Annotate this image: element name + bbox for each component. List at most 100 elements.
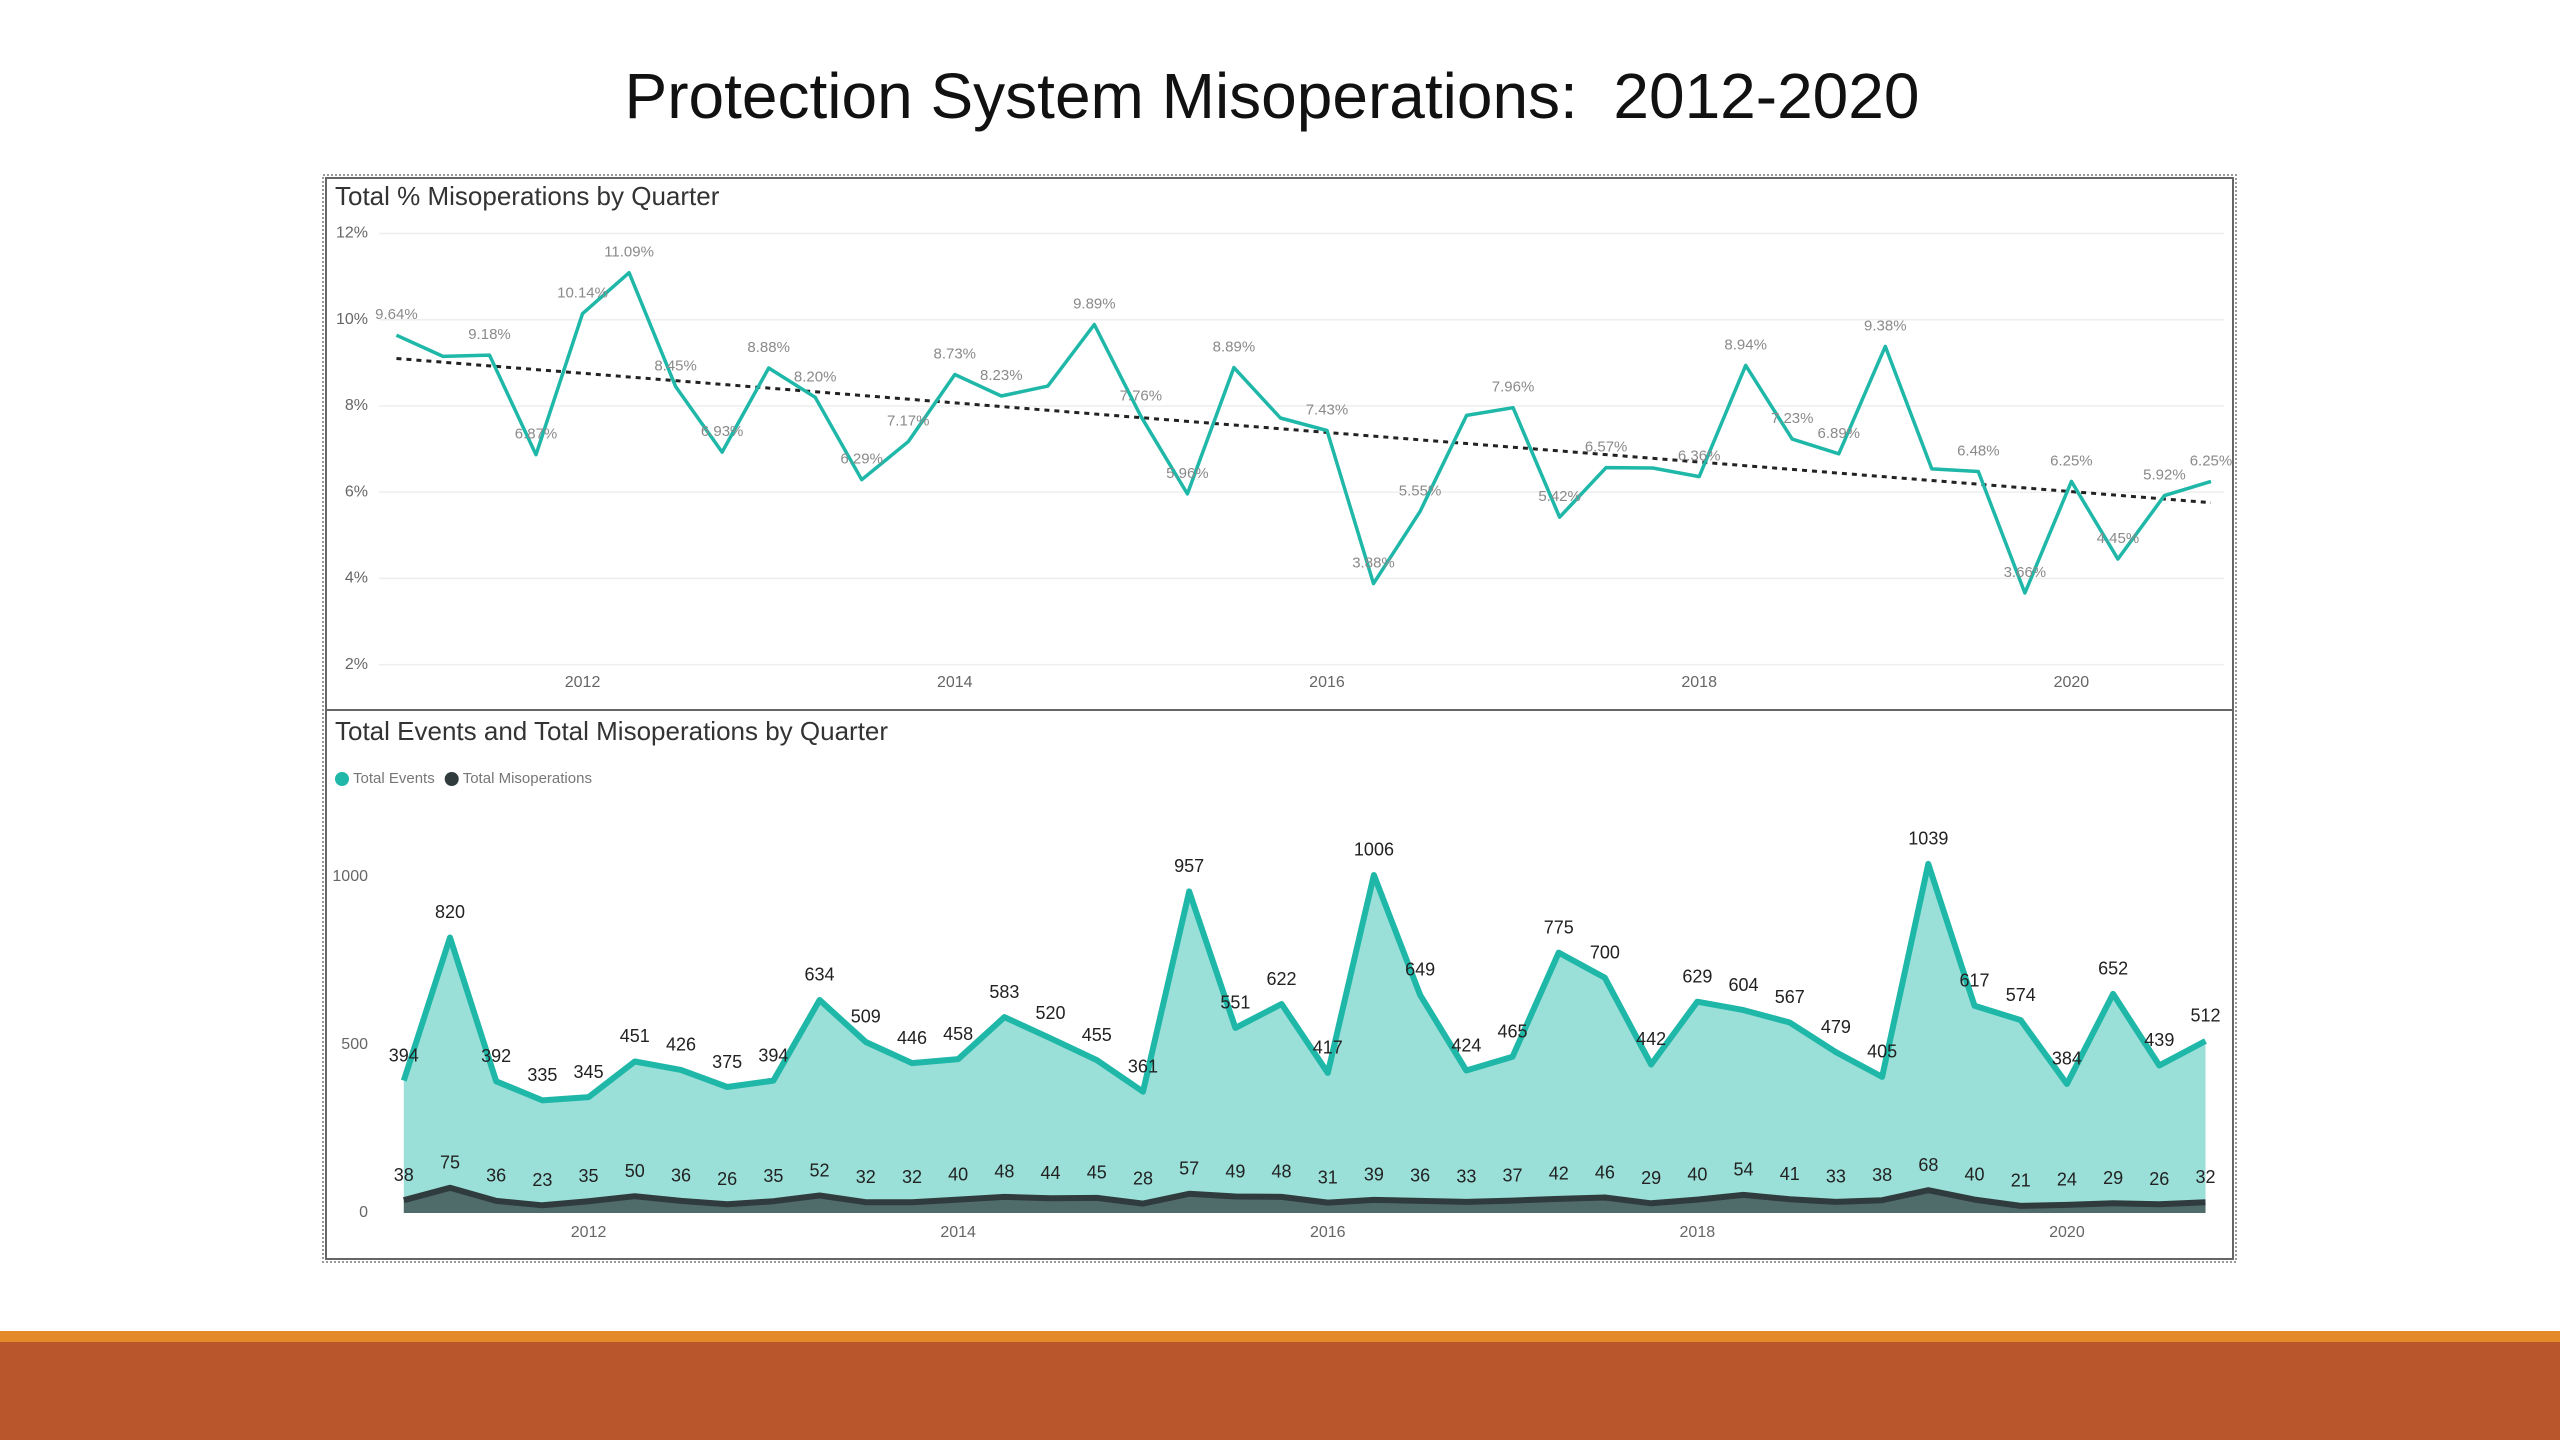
data-label: 5.96%	[1166, 465, 1209, 482]
legend-marker	[335, 772, 349, 786]
data-label: 57	[1179, 1159, 1199, 1179]
data-label: 700	[1590, 943, 1620, 963]
data-label: 551	[1220, 993, 1250, 1013]
data-label: 6.87%	[515, 426, 558, 443]
data-label: 48	[994, 1162, 1014, 1182]
data-label: 32	[902, 1167, 922, 1187]
data-label: 26	[717, 1169, 737, 1189]
data-label: 9.18%	[468, 326, 511, 343]
data-label: 28	[1133, 1168, 1153, 1188]
data-label: 458	[943, 1024, 973, 1044]
data-line	[400, 860, 2207, 1104]
y-tick-label: 12%	[336, 225, 368, 242]
data-label: 6.93%	[701, 423, 744, 440]
data-label: 36	[671, 1166, 691, 1186]
data-label: 35	[763, 1166, 783, 1186]
data-label: 38	[1872, 1165, 1892, 1185]
data-label: 50	[625, 1161, 645, 1181]
data-label: 629	[1682, 966, 1712, 986]
data-label: 6.57%	[1585, 439, 1628, 456]
data-label: 32	[856, 1167, 876, 1187]
y-tick-label: 6%	[345, 483, 368, 500]
data-label: 23	[532, 1170, 552, 1190]
legend-label: Total Misoperations	[463, 770, 592, 787]
data-label: 652	[2098, 959, 2128, 979]
data-label: 384	[2052, 1049, 2082, 1069]
data-label: 361	[1128, 1056, 1158, 1076]
data-label: 5.92%	[2143, 467, 2186, 484]
data-label: 439	[2144, 1030, 2174, 1050]
x-tick-label: 2014	[940, 1224, 976, 1241]
data-label: 520	[1036, 1003, 1066, 1023]
data-label: 394	[389, 1045, 419, 1065]
data-label: 6.36%	[1678, 448, 1721, 465]
x-tick-label: 2014	[937, 674, 973, 691]
data-label: 8.94%	[1724, 336, 1767, 353]
data-label: 574	[2006, 985, 2036, 1005]
data-label: 7.17%	[887, 413, 930, 430]
data-label: 37	[1503, 1165, 1523, 1185]
data-label: 39	[1364, 1165, 1384, 1185]
data-label: 9.38%	[1864, 317, 1907, 334]
data-label: 634	[805, 965, 835, 985]
data-label: 44	[1041, 1163, 1061, 1183]
data-label: 417	[1313, 1038, 1343, 1058]
data-label: 567	[1775, 987, 1805, 1007]
x-tick-label: 2018	[1681, 674, 1717, 691]
data-label: 6.29%	[840, 451, 883, 468]
legend-label: Total Events	[353, 770, 435, 787]
y-tick-label: 1000	[332, 868, 368, 885]
data-label: 622	[1267, 969, 1297, 989]
data-label: 451	[620, 1026, 650, 1046]
panel	[325, 177, 2234, 711]
x-tick-label: 2012	[571, 1224, 607, 1241]
data-label: 426	[666, 1035, 696, 1055]
data-label: 36	[486, 1166, 506, 1186]
data-label: 75	[440, 1153, 460, 1173]
dashboard-frame	[322, 174, 2237, 1263]
x-tick-label: 2016	[1310, 1224, 1346, 1241]
data-label: 442	[1636, 1029, 1666, 1049]
y-tick-label: 4%	[345, 570, 368, 587]
data-label: 9.89%	[1073, 295, 1116, 312]
slide-title: Protection System Misoperations: 2012-20…	[625, 60, 1920, 132]
y-tick-label: 500	[341, 1036, 368, 1053]
legend-marker	[444, 772, 459, 786]
data-label: 604	[1729, 975, 1759, 995]
data-label: 45	[1087, 1163, 1107, 1183]
data-label: 40	[948, 1164, 968, 1184]
x-tick-label: 2018	[1680, 1224, 1716, 1241]
data-label: 8.23%	[980, 367, 1023, 384]
panel	[325, 709, 2234, 1260]
data-label: 424	[1451, 1035, 1481, 1055]
data-label: 33	[1826, 1167, 1846, 1187]
data-label: 38	[394, 1165, 414, 1185]
data-label: 5.55%	[1399, 483, 1442, 500]
data-label: 52	[810, 1160, 830, 1180]
data-label: 617	[1960, 970, 1990, 990]
data-label: 6.89%	[1817, 425, 1860, 442]
data-label: 3.66%	[2004, 564, 2047, 581]
data-label: 9.64%	[375, 306, 418, 323]
y-tick-label: 2%	[345, 656, 368, 673]
data-label: 40	[1687, 1164, 1707, 1184]
data-label: 394	[758, 1045, 788, 1065]
data-label: 6.25%	[2050, 452, 2093, 469]
data-label: 46	[1595, 1162, 1615, 1182]
data-label: 24	[2057, 1170, 2077, 1190]
data-label: 31	[1318, 1167, 1338, 1187]
data-label: 54	[1734, 1160, 1754, 1180]
data-label: 33	[1456, 1167, 1476, 1187]
data-label: 446	[897, 1028, 927, 1048]
x-tick-label: 2012	[565, 674, 601, 691]
data-label: 7.96%	[1492, 379, 1535, 396]
y-tick-label: 0	[359, 1204, 368, 1221]
data-line	[403, 1184, 2206, 1209]
data-label: 21	[2011, 1171, 2031, 1191]
data-label: 26	[2149, 1169, 2169, 1189]
y-tick-label: 8%	[345, 397, 368, 414]
data-label: 775	[1544, 917, 1574, 937]
data-label: 42	[1549, 1164, 1569, 1184]
